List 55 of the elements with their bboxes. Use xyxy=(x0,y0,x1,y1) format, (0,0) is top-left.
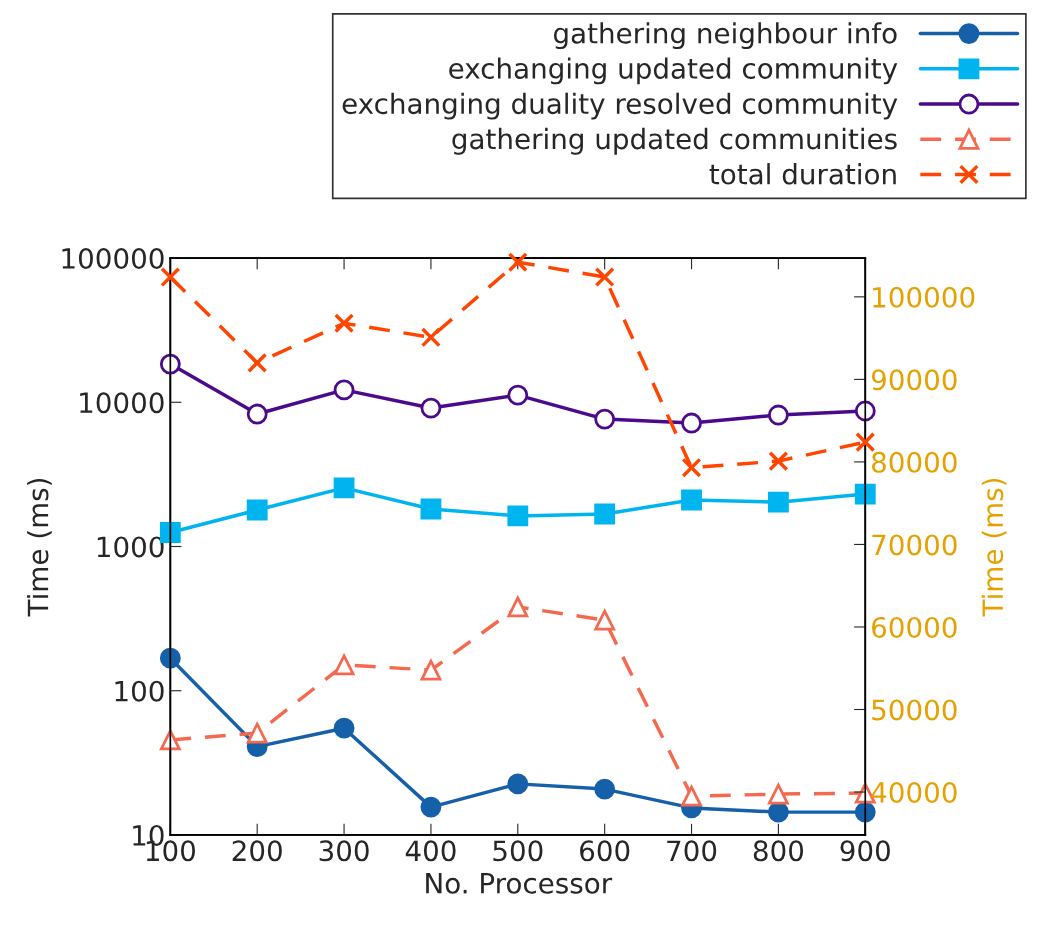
y2-tick-label: 40000 xyxy=(871,781,957,803)
point xyxy=(246,722,268,744)
y2-tick-label: 100000 xyxy=(873,286,975,308)
point xyxy=(159,353,181,375)
legend-label: exchanging updated community xyxy=(449,57,898,85)
point xyxy=(681,412,702,434)
point xyxy=(333,654,355,676)
legend-label: gathering neighbour info xyxy=(553,22,897,50)
y2-tick-label: 50000 xyxy=(872,699,957,721)
y2-tick-label: 80000 xyxy=(872,451,957,473)
legend-label: gathering updated communities xyxy=(452,127,897,155)
point xyxy=(333,717,355,739)
x-axis-title: No. Processor xyxy=(426,873,613,894)
point xyxy=(681,785,702,807)
y2-tick-label: 60000 xyxy=(872,616,957,638)
point xyxy=(159,647,181,669)
point xyxy=(594,408,616,430)
x-tick-label: 300 xyxy=(319,840,369,862)
point xyxy=(506,594,529,618)
point xyxy=(333,477,355,499)
x-tick-label: 900 xyxy=(840,840,890,862)
x-tick-label: 700 xyxy=(667,840,717,862)
y2-tick-label: 70000 xyxy=(872,534,957,556)
point xyxy=(681,489,702,511)
point xyxy=(420,498,442,520)
point xyxy=(420,397,442,419)
y-tick-label: 100000 xyxy=(62,248,164,270)
point xyxy=(767,404,789,426)
x-tick-label: 400 xyxy=(405,840,456,862)
x-tick-label: 200 xyxy=(232,840,282,862)
y-tick-label: 100 xyxy=(115,680,164,702)
point xyxy=(246,499,268,521)
point xyxy=(507,505,529,527)
y-tick-label: 10000 xyxy=(80,392,164,414)
y-tick-label: 1000 xyxy=(97,536,164,558)
point xyxy=(159,729,181,751)
point xyxy=(333,379,355,401)
point xyxy=(594,503,616,525)
point xyxy=(594,778,616,800)
point xyxy=(594,609,616,631)
x-tick-label: 500 xyxy=(493,840,543,862)
y2-tick-label: 90000 xyxy=(871,369,957,391)
point xyxy=(420,796,442,818)
x-tick-label: 600 xyxy=(580,840,630,862)
point xyxy=(246,403,268,425)
point xyxy=(507,773,529,795)
x-tick-label: 800 xyxy=(753,840,804,862)
legend-label: exchanging duality resolved community xyxy=(342,92,898,120)
y-axis-title: Time (ms) xyxy=(26,478,52,617)
point xyxy=(767,783,789,805)
legend-label: total duration xyxy=(709,163,896,185)
y2-axis-title: Time (ms) xyxy=(981,478,1007,617)
point xyxy=(507,384,529,406)
point xyxy=(767,491,789,513)
point xyxy=(420,659,442,681)
